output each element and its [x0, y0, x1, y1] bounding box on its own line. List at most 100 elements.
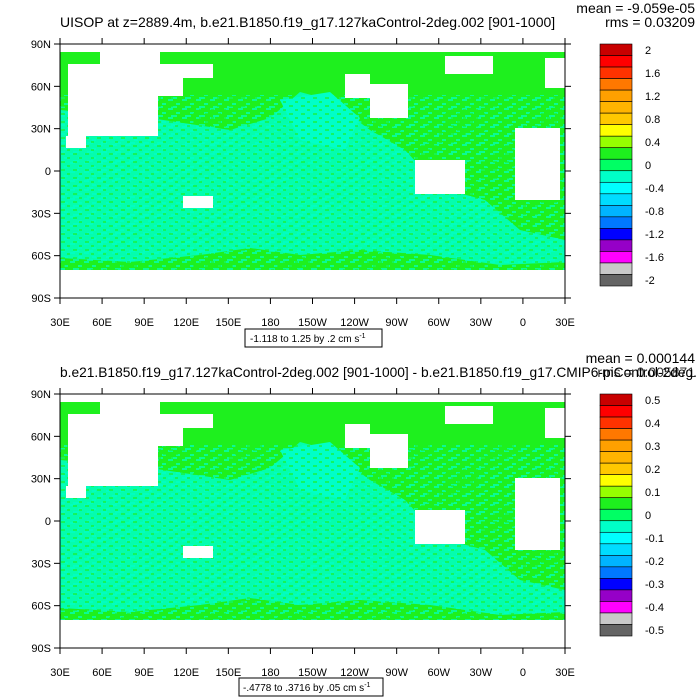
land-patch [100, 48, 160, 68]
range-box-frame [238, 677, 384, 697]
colorbar-label: 0.3 [645, 441, 660, 453]
colorbar-bin [599, 170, 633, 183]
x-tick-label: 60W [427, 667, 450, 679]
x-tick-label: 120E [173, 317, 199, 329]
colorbar-label: -0.2 [645, 556, 664, 568]
range-box: -1.118 to 1.25 by .2 cm s-1 [244, 328, 383, 348]
x-tick-label: 120W [340, 317, 369, 329]
land-patch [515, 478, 560, 550]
colorbar-bin [599, 147, 633, 160]
range-box: -.4778 to .3716 by .05 cm s-1 [238, 677, 384, 697]
y-tick-label: 90S [31, 293, 51, 305]
colorbar-bin [599, 508, 633, 522]
y-tick-label: 60S [31, 251, 51, 263]
land-patch [60, 44, 565, 52]
land-patch [545, 408, 565, 438]
colorbar-bin [599, 112, 633, 125]
x-tick-label: 30E [50, 317, 70, 329]
y-tick-label: 30S [31, 558, 51, 570]
colorbar-bin [599, 43, 633, 56]
land-patch [158, 64, 213, 78]
x-tick-label: 60E [92, 317, 112, 329]
colorbar-label: 0 [645, 160, 651, 172]
rms-stat: rms = 0.03209 [605, 14, 695, 30]
colorbar-label: 0.4 [645, 137, 660, 149]
y-axis: 90N 60N 30N 0 30S 60S 90S [31, 389, 571, 655]
range-box-frame [244, 328, 383, 348]
colorbar-bin [599, 474, 633, 487]
land-patch [158, 428, 183, 446]
panel-title: UISOP at z=2889.4m, b.e21.B1850.f19_g17.… [60, 14, 555, 30]
land-mask [60, 44, 565, 298]
colorbar-label: -0.1 [645, 533, 664, 545]
colorbar-bin [599, 601, 633, 614]
y-tick-label: 90N [31, 39, 51, 51]
rms-stat: rms = 0.005871 [597, 364, 695, 380]
colorbar-bin [599, 543, 633, 556]
colorbar-bin [599, 205, 633, 218]
colorbar-label: -0.4 [645, 602, 664, 614]
panel-title: b.e21.B1850.f19_g17.127kaControl-2deg.00… [60, 364, 697, 380]
x-tick-label: 150E [215, 667, 241, 679]
colorbar-label: -0.3 [645, 579, 664, 591]
land-patch [60, 620, 565, 648]
colorbar-bin [599, 228, 633, 241]
x-tick-label: 150W [298, 667, 327, 679]
x-tick-label: 150E [215, 317, 241, 329]
colorbar-bin [599, 439, 633, 452]
colorbar-bin [599, 181, 633, 195]
x-tick-label: 30W [470, 317, 493, 329]
colorbar-bin [599, 578, 633, 591]
panel-top: UISOP at z=2889.4m, b.e21.B1850.f19_g17.… [31, 0, 695, 348]
x-tick-label: 30E [50, 667, 70, 679]
colorbar-label: -0.4 [645, 183, 664, 195]
land-patch [183, 196, 213, 208]
x-tick-label: 30E [555, 667, 575, 679]
land-patch [445, 56, 493, 74]
colorbar-bin [599, 274, 633, 287]
colorbar-bin [599, 66, 633, 79]
y-tick-label: 30N [31, 124, 51, 136]
colorbar-bin [599, 462, 633, 475]
colorbar-label: 0.1 [645, 487, 660, 499]
colorbar-label: -1.2 [645, 229, 664, 241]
land-mask [60, 394, 565, 648]
x-tick-label: 30E [555, 317, 575, 329]
colorbar-bin [599, 555, 633, 568]
land-patch [158, 414, 213, 428]
y-tick-label: 0 [45, 516, 51, 528]
colorbar-bin [599, 589, 633, 602]
colorbar-label: 1.6 [645, 68, 660, 80]
land-patch [370, 84, 408, 118]
colorbar-bin [599, 485, 633, 499]
colorbar-bin [599, 193, 633, 206]
map-field [59, 393, 566, 649]
colorbar-label: 0.4 [645, 418, 660, 430]
colorbar-label: 2 [645, 45, 651, 57]
land-patch [445, 406, 493, 424]
y-tick-label: 30N [31, 474, 51, 486]
y-tick-label: 60N [31, 431, 51, 443]
x-tick-label: 120W [340, 667, 369, 679]
land-patch [68, 414, 158, 486]
y-tick-label: 90S [31, 643, 51, 655]
x-tick-label: 90W [385, 667, 408, 679]
colorbar-bin [599, 428, 633, 441]
colorbar-bin [599, 239, 633, 252]
y-tick-label: 90N [31, 389, 51, 401]
x-tick-label: 60E [92, 667, 112, 679]
mean-stat: mean = -9.059e-05 [576, 0, 695, 16]
land-patch [515, 128, 560, 200]
land-patch [545, 58, 565, 88]
land-patch [66, 136, 86, 148]
land-patch [415, 160, 465, 194]
y-tick-label: 60N [31, 81, 51, 93]
colorbar-bin [599, 520, 633, 533]
land-patch [158, 78, 183, 96]
x-tick-label: 60W [427, 317, 450, 329]
colorbar-label: -2 [645, 275, 655, 287]
map-field [59, 43, 566, 299]
colorbar-bin [599, 393, 633, 406]
colorbar: 2 1.6 1.2 0.8 0.4 0 -0.4 -0.8 -1.2 -1.6 -2 [599, 43, 664, 287]
